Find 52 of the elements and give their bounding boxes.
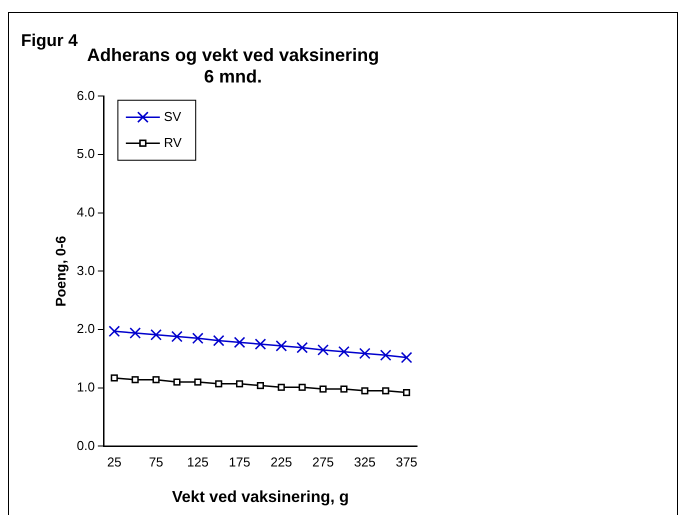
point bbox=[173, 378, 181, 386]
y-tick-label: 2.0 bbox=[76, 321, 95, 336]
x-tick-label: 75 bbox=[148, 454, 164, 470]
point bbox=[317, 344, 329, 356]
x-tick-label: 125 bbox=[186, 454, 209, 470]
text: 6 mnd. bbox=[204, 66, 262, 86]
y-tick-label: 1.0 bbox=[76, 379, 95, 394]
x-tick-label: 375 bbox=[396, 454, 418, 470]
legend-label: SV bbox=[164, 108, 182, 124]
x-tick-label: 225 bbox=[270, 454, 292, 470]
x-tick-label: 25 bbox=[107, 454, 122, 470]
y-tick-label: 5.0 bbox=[76, 146, 95, 162]
y-axis-title: Poeng, 0-6 bbox=[52, 236, 68, 307]
point bbox=[296, 342, 308, 354]
point bbox=[256, 382, 264, 390]
point bbox=[361, 387, 368, 394]
point bbox=[298, 384, 306, 391]
point bbox=[212, 334, 224, 346]
y-tick-label: 6.0 bbox=[76, 88, 95, 103]
x-tick-label: 175 bbox=[228, 454, 250, 470]
point bbox=[194, 378, 202, 386]
point bbox=[132, 376, 139, 384]
point bbox=[338, 346, 350, 358]
point bbox=[192, 332, 204, 344]
point bbox=[236, 380, 244, 388]
y-tick-label: 4.0 bbox=[76, 204, 95, 220]
point bbox=[276, 340, 288, 352]
y-tick-label: 0.0 bbox=[76, 438, 95, 453]
point bbox=[382, 387, 390, 394]
point bbox=[150, 329, 162, 340]
point bbox=[171, 330, 183, 342]
point bbox=[129, 327, 141, 339]
y-tick-label: 3.0 bbox=[76, 262, 95, 278]
text: Adherans og vekt ved vaksinering bbox=[86, 44, 380, 65]
point bbox=[278, 384, 285, 391]
point bbox=[402, 388, 410, 396]
point bbox=[400, 352, 412, 364]
text: Figur 4 bbox=[21, 31, 78, 51]
point bbox=[152, 376, 160, 384]
point bbox=[359, 348, 371, 360]
point bbox=[380, 350, 392, 361]
point bbox=[234, 336, 246, 348]
point bbox=[340, 385, 348, 393]
point bbox=[215, 380, 222, 388]
x-axis-title: Vekt ved vaksinering, g bbox=[172, 488, 349, 506]
x-tick-label: 275 bbox=[312, 454, 334, 470]
point bbox=[108, 326, 120, 337]
point bbox=[254, 338, 266, 350]
point bbox=[110, 374, 118, 382]
point bbox=[319, 385, 327, 393]
x-tick-label: 325 bbox=[354, 454, 376, 470]
legend-label: RV bbox=[164, 134, 182, 150]
